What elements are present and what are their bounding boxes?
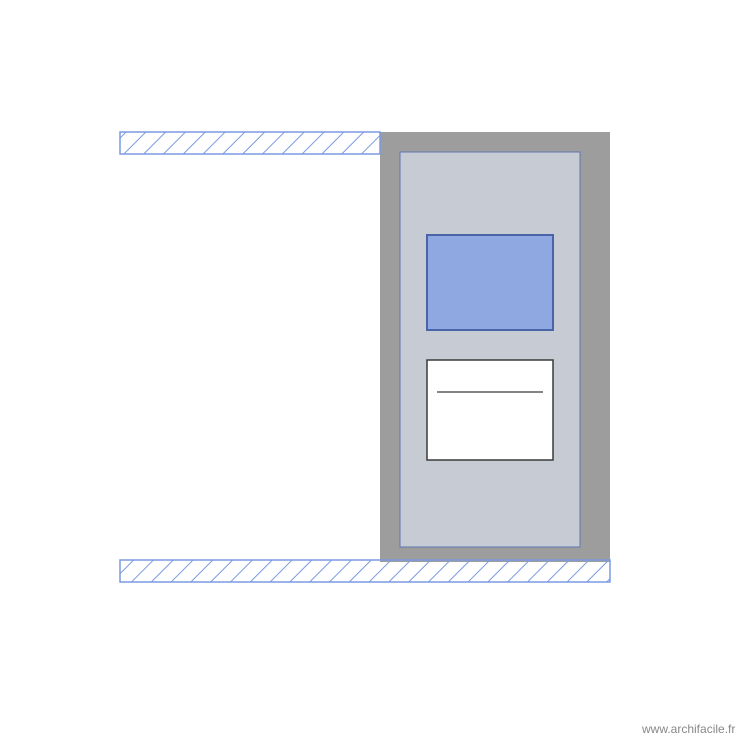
wall-top	[120, 132, 380, 154]
fixture-blue	[427, 235, 553, 330]
wall-block-inner	[400, 152, 580, 547]
floor-plan	[0, 0, 750, 750]
wall-bottom	[120, 560, 610, 582]
fixture-white	[427, 360, 553, 460]
watermark-text: www.archifacile.fr	[642, 722, 735, 736]
